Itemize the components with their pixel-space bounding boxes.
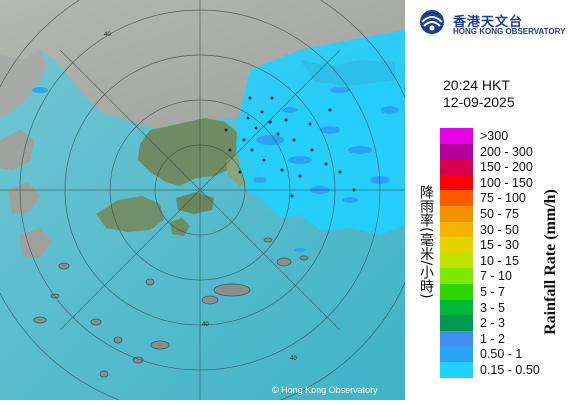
legend-swatch (440, 268, 473, 284)
legend-row: 30 - 50 (440, 221, 577, 238)
legend-label: 200 - 300 (480, 144, 533, 159)
legend-swatch (440, 299, 473, 316)
legend-swatch (440, 252, 473, 269)
rain-cells (32, 87, 399, 252)
legend-title-chinese: 降雨率(毫米/小時) (418, 185, 434, 299)
radar-map[interactable]: 40 40 40 © Hong Kong Observatory (0, 0, 426, 405)
legend-label: 75 - 100 (480, 191, 526, 206)
info-panel: 香港天文台 HONG KONG OBSERVATORY 20:24 HKT 12… (405, 0, 577, 400)
west-islands (0, 130, 52, 258)
hko-logo-icon (420, 10, 444, 34)
legend-swatch (440, 315, 473, 331)
legend-swatch (440, 128, 473, 144)
legend-swatch (440, 221, 473, 238)
legend-label: 3 - 5 (480, 300, 506, 315)
legend-swatch (440, 143, 473, 160)
legend-swatch (440, 174, 473, 191)
legend-label: 1 - 2 (480, 331, 506, 346)
hk-island (176, 192, 214, 214)
legend-row: 5 - 7 (440, 284, 577, 300)
ring-labels: 40 40 40 (104, 32, 297, 362)
legend-label: 100 - 150 (480, 175, 533, 190)
logo-chinese-text: 香港天文台 (453, 15, 524, 30)
legend-swatch (440, 159, 473, 175)
legend-label: 15 - 30 (480, 238, 519, 253)
observation-time: 20:24 HKT (443, 77, 510, 93)
southern-islands (33, 237, 309, 378)
range-label-south: 40 (202, 322, 209, 328)
legend-swatch (440, 206, 473, 222)
legend-row: 3 - 5 (440, 299, 577, 316)
legend-row: >300 (440, 128, 577, 144)
legend-row: 50 - 75 (440, 206, 577, 222)
legend-label: 150 - 200 (480, 160, 533, 175)
legend-label: 7 - 10 (480, 269, 512, 284)
legend-swatch (440, 237, 473, 253)
legend-row: 75 - 100 (440, 190, 577, 206)
legend-row: 150 - 200 (440, 159, 577, 175)
legend-label: 2 - 3 (480, 316, 506, 331)
legend-label: 10 - 15 (480, 253, 519, 268)
range-label-north: 40 (104, 32, 111, 38)
logo-english-text: HONG KONG OBSERVATORY (453, 27, 566, 36)
legend-swatch (440, 190, 473, 206)
legend-row: 0.15 - 0.50 (440, 362, 577, 378)
legend-row: 1 - 2 (440, 330, 577, 347)
legend-swatch (440, 362, 473, 378)
legend-label: 50 - 75 (480, 207, 519, 221)
legend-row: 2 - 3 (440, 315, 577, 331)
legend-label: >300 (480, 129, 509, 143)
legend-swatch (440, 346, 473, 362)
lantau-island (96, 196, 164, 232)
radar-map-svg: 40 40 40 (0, 0, 426, 405)
hko-logo: 香港天文台 HONG KONG OBSERVATORY (413, 6, 577, 36)
legend-row: 10 - 15 (440, 252, 577, 269)
legend-row: 100 - 150 (440, 174, 577, 191)
legend-label: 0.15 - 0.50 (480, 363, 540, 377)
legend-swatch (440, 284, 473, 300)
lamma-island (170, 218, 190, 236)
hong-kong-land (138, 118, 240, 186)
copyright-notice: © Hong Kong Observatory (272, 385, 378, 395)
legend-row: 7 - 10 (440, 268, 577, 284)
range-label-southeast: 40 (290, 356, 297, 362)
west-peninsula (0, 50, 48, 118)
rain-dots (224, 96, 356, 198)
legend-label: 5 - 7 (480, 285, 506, 299)
legend-row: 200 - 300 (440, 143, 577, 160)
legend-row: 0.50 - 1 (440, 346, 577, 362)
legend-title-english: Rainfall Rate (mm/h) (542, 189, 559, 335)
observation-date: 12-09-2025 (443, 94, 515, 110)
legend-label: 30 - 50 (480, 222, 519, 237)
legend-row: 15 - 30 (440, 237, 577, 253)
legend-swatch (440, 330, 473, 347)
legend-label: 0.50 - 1 (480, 347, 523, 362)
